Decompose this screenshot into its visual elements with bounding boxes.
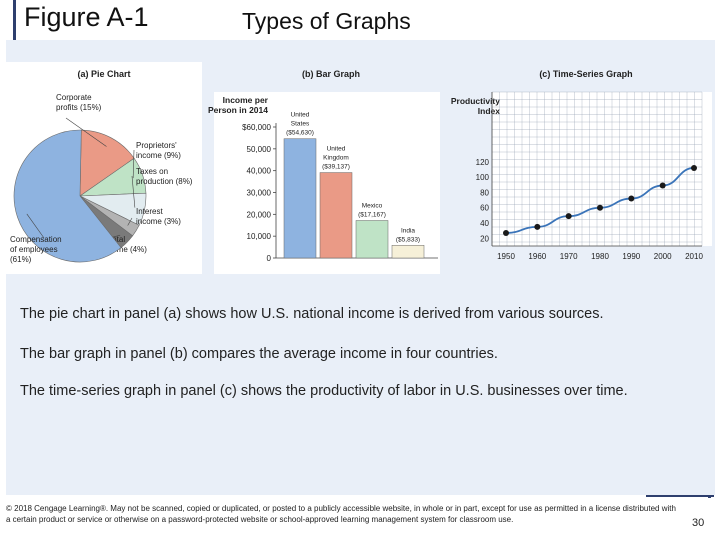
timeseries-y-tick-label: 60 — [480, 204, 489, 213]
bar-data-label: Kingdom — [323, 155, 349, 162]
bar-data-label: India — [401, 227, 415, 234]
pie-leader-line — [127, 217, 133, 226]
bar-data-label: United — [327, 146, 346, 153]
timeseries-x-tick-label: 1970 — [560, 252, 578, 261]
timeseries-point — [628, 195, 635, 202]
pie-slice-label: income (4%) — [102, 245, 147, 254]
bar-data-label: Mexico — [362, 203, 383, 210]
bar-data-label: ($17,167) — [358, 212, 386, 219]
timeseries-title: (c) Time-Series Graph — [539, 69, 632, 79]
bar — [283, 138, 317, 259]
bar-y-tick-label: 20,000 — [247, 210, 272, 219]
bar-y-tick-label: 50,000 — [247, 145, 272, 154]
pie-leader-line — [131, 175, 136, 208]
timeseries-y-tick-label: 120 — [476, 158, 490, 167]
bar-y-axis-label: Person in 2014 — [208, 105, 268, 115]
bar — [319, 172, 353, 259]
bar-data-label: ($5,833) — [396, 236, 420, 243]
timeseries-point — [534, 223, 541, 230]
bar-y-axis-label: Income per — [223, 95, 269, 105]
timeseries-y-tick-label: 100 — [476, 173, 490, 182]
bar-y-tick-label: 10,000 — [247, 232, 272, 241]
footer-accent-underline — [646, 494, 714, 497]
pie-leader-line — [132, 149, 135, 179]
timeseries-y-axis-label: Index — [478, 106, 500, 116]
pie-slice-label: of employees — [10, 245, 58, 254]
bar-y-tick-label: 0 — [267, 254, 272, 263]
caption-timeseries: The time-series graph in panel (c) shows… — [20, 383, 628, 399]
bar-data-label: ($54,630) — [286, 130, 314, 137]
pie-slice — [13, 129, 122, 263]
page-number: 30 — [692, 517, 705, 529]
bar-data-label: United — [291, 112, 310, 119]
timeseries-point — [565, 213, 572, 220]
timeseries-point — [503, 229, 509, 236]
bar-y-tick-label: 30,000 — [247, 189, 272, 198]
timeseries-x-tick-label: 1990 — [622, 252, 640, 261]
copyright-footer: © 2018 Cengage Learning®. May not be sca… — [6, 504, 676, 524]
pie-slice-label: Proprietors' — [136, 141, 177, 150]
timeseries-x-tick-label: 2010 — [685, 252, 703, 261]
pie-slice-label: production (8%) — [136, 177, 193, 186]
timeseries-panel-bg — [492, 92, 712, 246]
slide-title: Types of Graphs — [242, 8, 411, 34]
pie-title: (a) Pie Chart — [77, 69, 130, 79]
caption-bar: The bar graph in panel (b) compares the … — [20, 346, 498, 362]
pie-leader-line — [65, 117, 107, 147]
pie-slice-label: Corporate — [56, 93, 92, 102]
timeseries-y-axis-label: Productivity — [451, 96, 500, 106]
bar-title: (b) Bar Graph — [302, 69, 360, 79]
timeseries-point — [597, 204, 603, 211]
bar-data-label: States — [291, 121, 310, 128]
bar — [391, 245, 425, 259]
bar-y-tick-label: $60,000 — [242, 123, 271, 132]
bar — [355, 220, 389, 259]
timeseries-point — [691, 164, 697, 171]
pie-slice-label: profits (15%) — [56, 103, 102, 112]
bar-y-tick-label: 40,000 — [247, 167, 272, 176]
pie-slice-label: Taxes on — [136, 167, 168, 176]
bar-data-label: ($39,137) — [322, 164, 350, 171]
timeseries-x-tick-label: 2000 — [654, 252, 672, 261]
timeseries-x-tick-label: 1980 — [591, 252, 609, 261]
pie-slice-label: (61%) — [10, 255, 32, 264]
timeseries-point — [659, 182, 666, 189]
figure-label: Figure A-1 — [24, 2, 149, 32]
pie-slice-label: income (3%) — [136, 217, 181, 226]
timeseries-x-tick-label: 1960 — [528, 252, 546, 261]
timeseries-y-tick-label: 20 — [480, 234, 489, 243]
caption-pie: The pie chart in panel (a) shows how U.S… — [20, 306, 604, 322]
timeseries-y-tick-label: 40 — [480, 219, 489, 228]
pie-slice-label: Interest — [136, 207, 163, 216]
pie-slice-label: income (9%) — [136, 151, 181, 160]
pie-leader-line — [26, 213, 45, 239]
timeseries-y-tick-label: 80 — [480, 188, 489, 197]
pie-slice-label: Compensation — [10, 235, 62, 244]
title-accent-left-bar — [13, 0, 16, 48]
timeseries-x-tick-label: 1950 — [497, 252, 515, 261]
